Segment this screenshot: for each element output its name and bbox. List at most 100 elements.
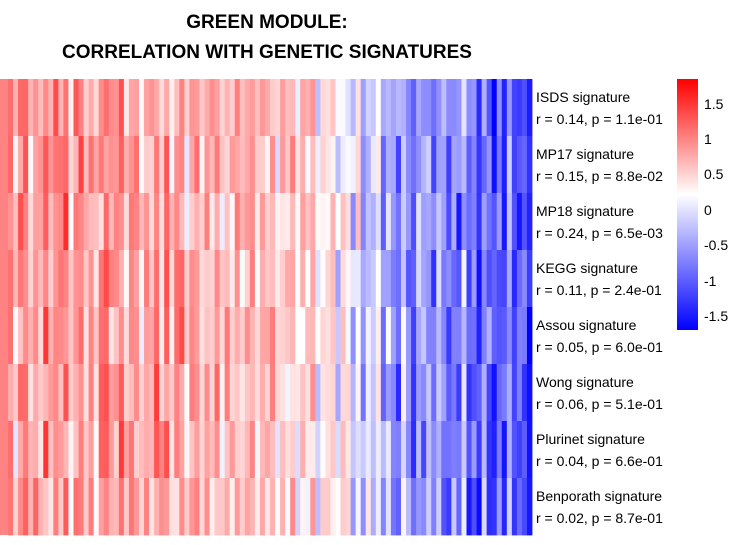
heatmap-cell [466,250,472,308]
heatmap-cell [28,250,34,308]
heatmap-cell [184,250,190,308]
heatmap-cell [456,364,462,422]
heatmap-cell [249,307,256,365]
heatmap-cell [254,250,261,308]
heatmap-cell [149,250,155,308]
heatmap-cell [310,364,316,422]
heatmap-cell [224,136,231,194]
heatmap-cell [169,478,175,536]
heatmap-cell [516,193,523,251]
heatmap-cell [18,364,24,422]
heatmap-cell [48,136,54,194]
heatmap-cell [390,193,397,251]
heatmap-cell [355,250,362,308]
heatmap-cell [128,307,135,365]
heatmap-cell [285,250,291,308]
heatmap-cell [471,193,477,251]
heatmap-cell [390,250,397,308]
heatmap-cell [476,136,483,194]
row-label-name: Benporath signature [536,487,663,504]
heatmap-cell [219,136,226,194]
heatmap-cell [345,193,352,251]
heatmap-cell [431,307,437,365]
row-label-name: MP17 signature [536,145,635,162]
heatmap-cell [375,478,382,536]
heatmap-cell [521,193,528,251]
heatmap-cell [441,193,447,251]
heatmap-cell [401,364,407,422]
heatmap-cell [174,193,180,251]
heatmap-cell [254,79,261,137]
heatmap-cell [315,79,321,137]
heatmap-cell [496,364,503,422]
heatmap-cell [355,136,362,194]
heatmap-cell [133,478,140,536]
heatmap-cell [83,79,90,137]
heatmap-cell [395,364,402,422]
heatmap-cell [199,364,205,422]
heatmap-cell [451,79,457,137]
heatmap-cell [390,307,397,365]
heatmap-cell [118,250,125,308]
heatmap-cell [320,364,326,422]
heatmap-cell [310,136,316,194]
heatmap-cell [169,193,175,251]
heatmap-cell [416,193,422,251]
heatmap-cell [123,307,130,365]
heatmap-cell [501,478,508,536]
heatmap-cell [395,193,402,251]
heatmap-cell [169,421,175,479]
heatmap-cell [476,250,483,308]
heatmap-cell [320,79,326,137]
heatmap-cell [345,478,352,536]
heatmap-cell [370,136,377,194]
heatmap-cell [43,250,49,308]
heatmap-cell [43,478,49,536]
heatmap-cell [380,136,387,194]
heatmap-cell [511,250,518,308]
heatmap-cell [335,136,341,194]
heatmap-cell [370,79,377,137]
heatmap-cell [73,193,79,251]
heatmap-cell [8,136,14,194]
heatmap-cell [335,421,341,479]
heatmap-cell [194,250,200,308]
heatmap-cell [325,421,331,479]
heatmap-cell [451,136,457,194]
heatmap-cell [526,421,533,479]
heatmap-cell [234,478,241,536]
heatmap-cell [325,136,331,194]
heatmap-cell [461,421,467,479]
heatmap-cell [73,421,79,479]
heatmap-cell [199,136,205,194]
heatmap-cell [486,250,493,308]
heatmap-cell [33,79,39,137]
heatmap-cell [194,136,200,194]
heatmap-cell [370,193,377,251]
heatmap-cell [139,364,145,422]
heatmap-cell [330,478,336,536]
heatmap-cell [431,79,437,137]
heatmap-cell [320,421,326,479]
heatmap-cell [214,136,221,194]
heatmap-cell [204,250,210,308]
heatmap-cell [345,136,352,194]
heatmap-cell [254,307,261,365]
heatmap-cell [315,193,321,251]
heatmap-cell [330,79,336,137]
heatmap-cell [234,136,241,194]
heatmap-cell [58,250,64,308]
heatmap-cell [113,250,120,308]
heatmap-cell [8,193,14,251]
heatmap-cell [491,250,498,308]
heatmap-cell [123,79,130,137]
heatmap-cell [416,364,422,422]
heatmap-cell [179,421,185,479]
heatmap-cell [28,421,34,479]
heatmap-cell [270,421,276,479]
heatmap-cell [23,478,29,536]
heatmap-cell [88,421,95,479]
heatmap-cell [53,250,59,308]
heatmap-cell [159,136,165,194]
heatmap-cell [88,307,95,365]
